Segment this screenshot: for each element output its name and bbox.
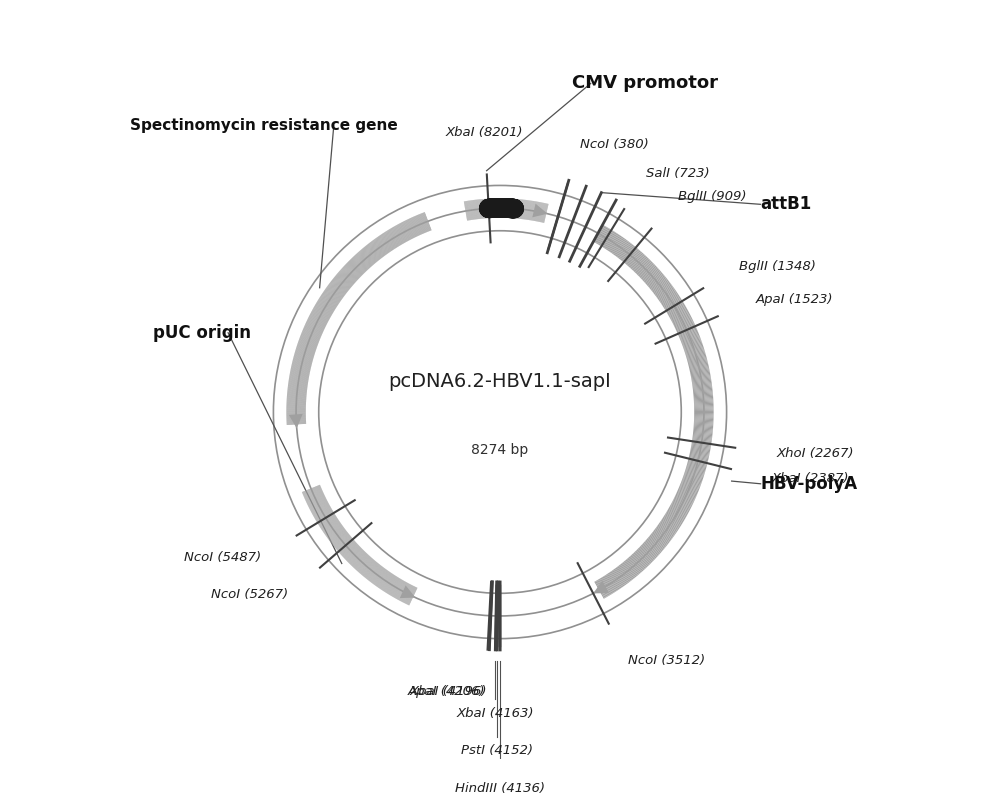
Text: XbaI (4163): XbaI (4163) (456, 707, 534, 719)
Text: HBV-polyA: HBV-polyA (761, 475, 858, 493)
Text: NcoI (5267): NcoI (5267) (211, 588, 289, 601)
Text: XhoI (2267): XhoI (2267) (776, 448, 854, 460)
Text: ApaI (4206): ApaI (4206) (408, 684, 485, 697)
Text: PstI (4152): PstI (4152) (461, 744, 533, 758)
Text: XbaI (2387): XbaI (2387) (771, 472, 849, 486)
Text: NcoI (5487): NcoI (5487) (184, 551, 261, 564)
Text: BglII (909): BglII (909) (678, 190, 746, 203)
Text: NcoI (380): NcoI (380) (580, 138, 648, 150)
Text: HindIII (4136): HindIII (4136) (455, 782, 545, 795)
Text: attB1: attB1 (761, 196, 812, 213)
Text: XbaI (8201): XbaI (8201) (446, 126, 523, 139)
Text: pUC origin: pUC origin (153, 324, 251, 342)
Text: Spectinomycin resistance gene: Spectinomycin resistance gene (130, 118, 398, 133)
Text: pcDNA6.2-HBV1.1-sapI: pcDNA6.2-HBV1.1-sapI (389, 372, 611, 391)
Text: XbaI (4196): XbaI (4196) (410, 684, 487, 698)
Text: ApaI (1523): ApaI (1523) (756, 293, 833, 306)
Text: CMV promotor: CMV promotor (572, 75, 718, 92)
Text: BglII (1348): BglII (1348) (739, 260, 816, 273)
Text: 8274 bp: 8274 bp (471, 443, 529, 457)
Text: NcoI (3512): NcoI (3512) (628, 654, 705, 667)
Text: SalI (723): SalI (723) (646, 167, 709, 180)
